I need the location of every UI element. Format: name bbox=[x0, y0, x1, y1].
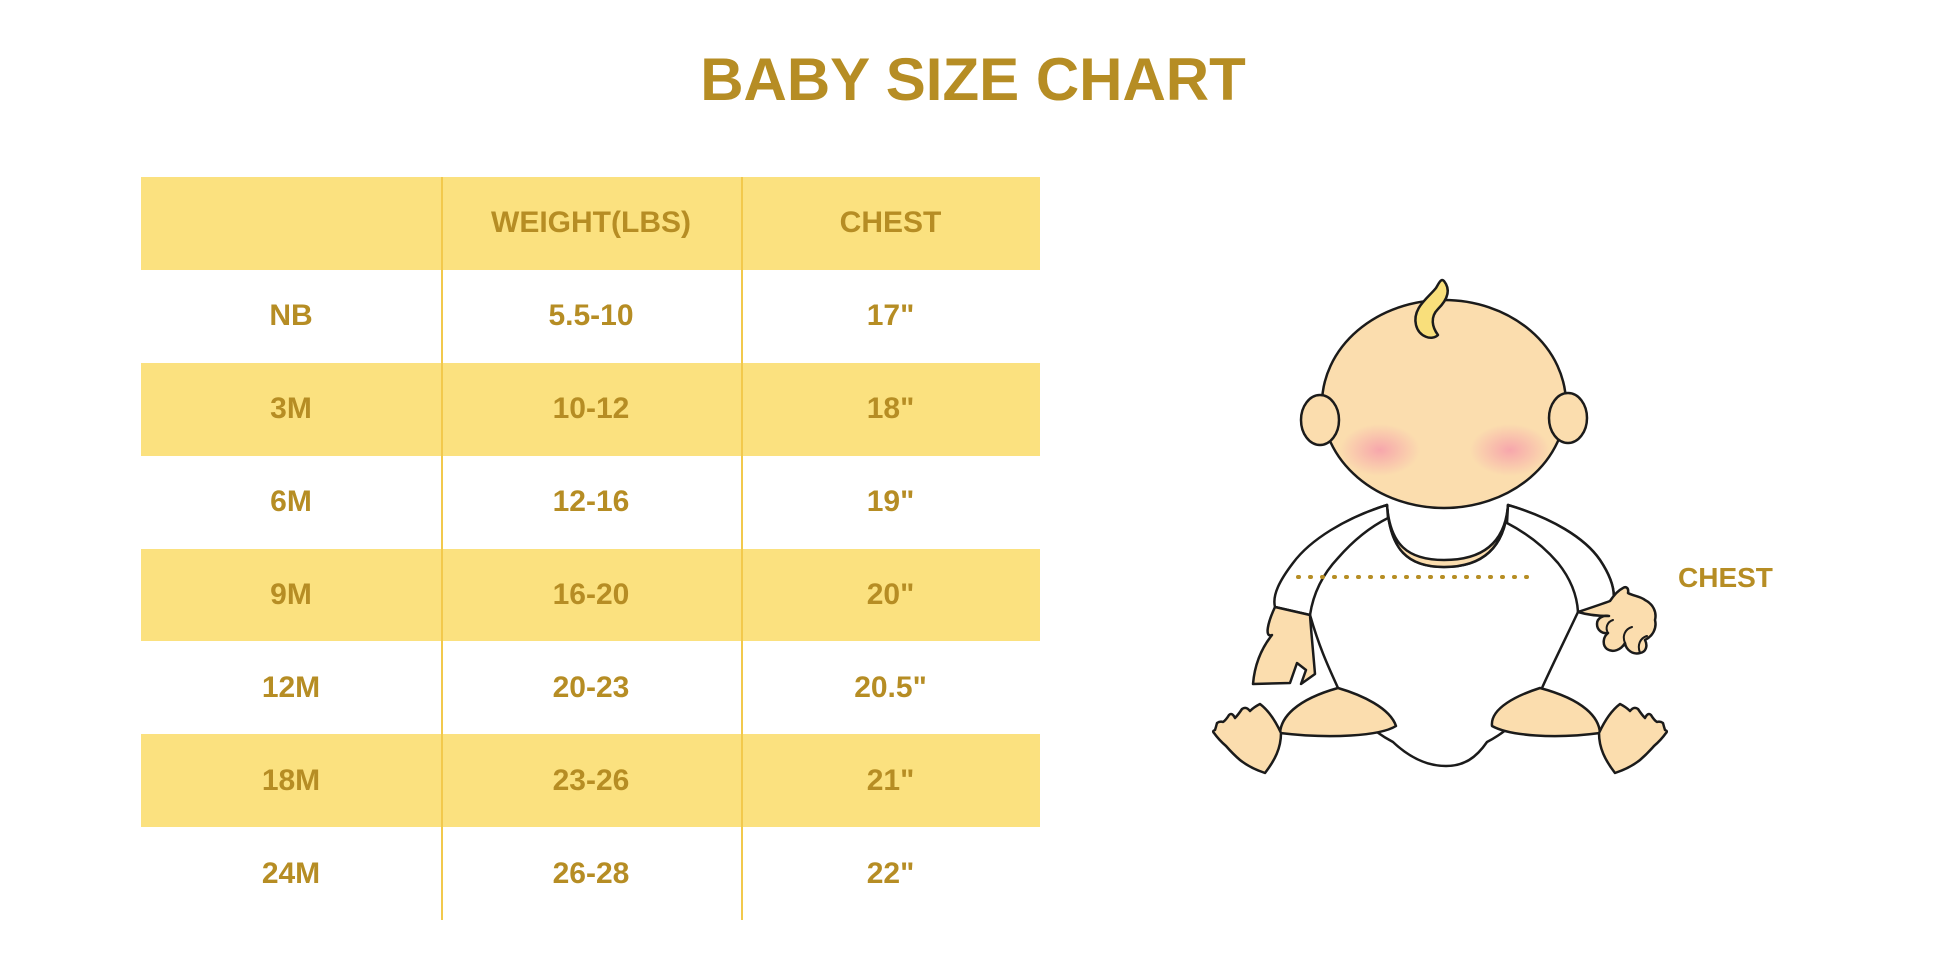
svg-text:CHEST: CHEST bbox=[1678, 562, 1773, 593]
